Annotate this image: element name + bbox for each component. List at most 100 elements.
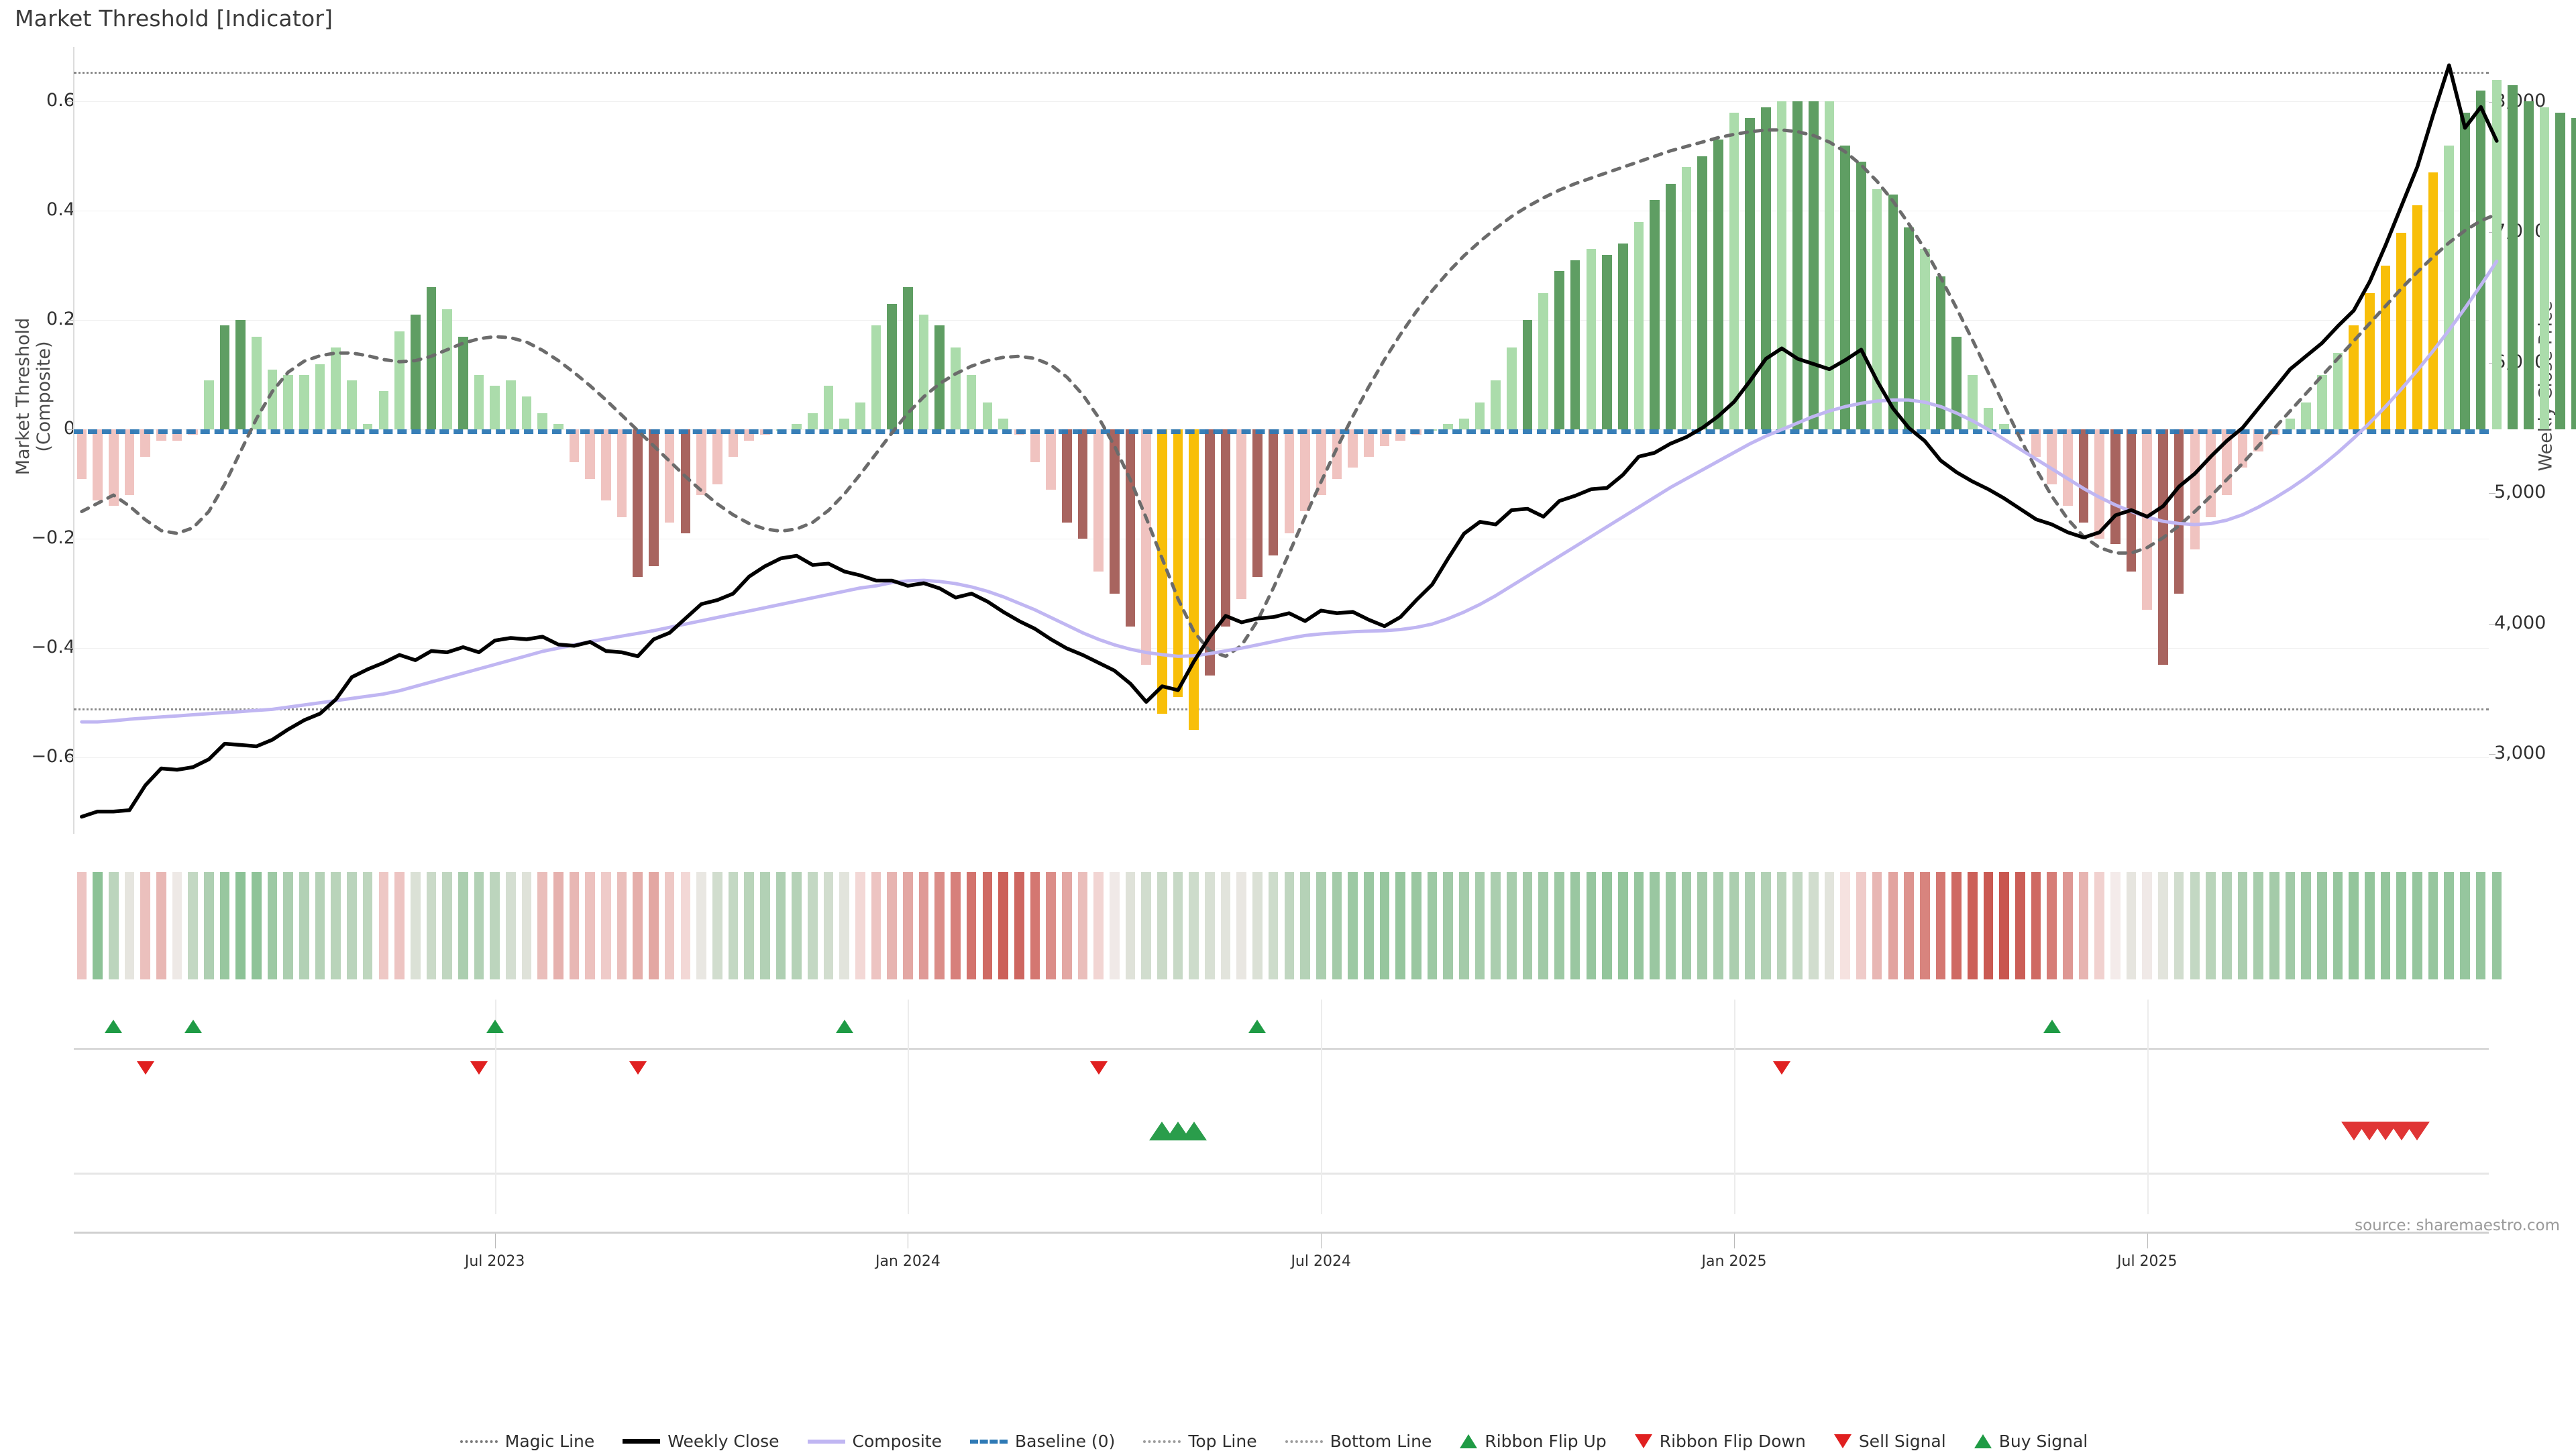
bar bbox=[2206, 429, 2216, 517]
ribbon-cell bbox=[2015, 872, 2025, 979]
y-axis-tick-label-left: −0.4 bbox=[31, 637, 75, 658]
bar bbox=[680, 429, 691, 534]
bar bbox=[1951, 336, 1962, 430]
bar bbox=[1300, 429, 1310, 512]
ribbon-cell bbox=[1077, 872, 1088, 979]
bar bbox=[1650, 200, 1660, 430]
ribbon-flip-down-marker bbox=[629, 1061, 647, 1075]
bar bbox=[2508, 85, 2518, 430]
bar bbox=[649, 429, 659, 566]
bar bbox=[490, 386, 500, 430]
ribbon-flip-down-marker bbox=[1089, 1061, 1108, 1075]
y-axis-tick-label-left: −0.6 bbox=[31, 746, 75, 767]
bar bbox=[1459, 418, 1469, 430]
ribbon-cell bbox=[1919, 872, 1930, 979]
ribbon-cell bbox=[998, 872, 1008, 979]
bar bbox=[807, 413, 818, 430]
bar bbox=[1761, 107, 1771, 430]
bottom-line-reference bbox=[74, 708, 2489, 710]
ribbon-cell bbox=[1093, 872, 1104, 979]
ribbon-flip-up-marker bbox=[2043, 1020, 2061, 1033]
ribbon-cell bbox=[1125, 872, 1136, 979]
ribbon-cell bbox=[887, 872, 898, 979]
bar bbox=[903, 287, 913, 430]
y-axis-tick-label-right: 3,000 bbox=[2494, 743, 2546, 764]
bar bbox=[1109, 429, 1120, 594]
bar bbox=[2253, 429, 2263, 451]
bar bbox=[1077, 429, 1088, 539]
ribbon-cell bbox=[1109, 872, 1120, 979]
x-axis-spine bbox=[74, 1232, 2489, 1234]
ribbon-cell bbox=[188, 872, 198, 979]
ribbon-cell bbox=[871, 872, 881, 979]
bar bbox=[2332, 353, 2343, 430]
gridline-horizontal bbox=[74, 757, 2489, 759]
ribbon-cell bbox=[1348, 872, 1358, 979]
bar bbox=[362, 424, 373, 430]
bar bbox=[2174, 429, 2184, 594]
ribbon-cell bbox=[1474, 872, 1485, 979]
bar bbox=[108, 429, 119, 506]
ribbon-cell bbox=[442, 872, 452, 979]
legend-item: Ribbon Flip Down bbox=[1634, 1432, 1806, 1451]
bar bbox=[1030, 429, 1040, 463]
bar bbox=[1570, 260, 1580, 430]
ribbon-cell bbox=[728, 872, 739, 979]
bar bbox=[2142, 429, 2153, 610]
bar bbox=[2285, 418, 2296, 430]
bar bbox=[1935, 276, 1946, 430]
legend-label: Ribbon Flip Up bbox=[1485, 1432, 1607, 1451]
ribbon-cell bbox=[807, 872, 818, 979]
bar bbox=[1697, 156, 1707, 430]
y-tick-mark-right bbox=[2489, 623, 2496, 625]
bar bbox=[2555, 112, 2565, 430]
ribbon-cell bbox=[1761, 872, 1771, 979]
bar bbox=[998, 418, 1008, 430]
bar bbox=[252, 336, 262, 430]
legend-item: Weekly Close bbox=[623, 1432, 780, 1451]
bar bbox=[2523, 101, 2534, 430]
bar bbox=[1983, 407, 1994, 430]
ribbon-cell bbox=[93, 872, 103, 979]
bar bbox=[1538, 292, 1549, 430]
bar bbox=[1872, 189, 1882, 430]
bar bbox=[1633, 221, 1644, 430]
bar bbox=[601, 429, 611, 501]
ribbon-cell bbox=[1173, 872, 1183, 979]
ribbon-cell bbox=[2078, 872, 2089, 979]
marker-panel-gridline bbox=[1734, 1000, 1735, 1214]
ribbon-cell bbox=[156, 872, 166, 979]
x-tick-mark bbox=[1734, 1234, 1735, 1248]
ribbon-cell bbox=[951, 872, 961, 979]
y-axis-tick-label-left: 0.6 bbox=[46, 90, 75, 111]
ribbon-cell bbox=[1443, 872, 1453, 979]
ribbon-cell bbox=[1284, 872, 1295, 979]
ribbon-cell bbox=[1046, 872, 1056, 979]
bar bbox=[331, 347, 341, 430]
ribbon-cell bbox=[823, 872, 834, 979]
bar bbox=[474, 374, 484, 430]
legend-item: Bottom Line bbox=[1285, 1432, 1432, 1451]
ribbon-cell bbox=[792, 872, 802, 979]
y-axis-tick-label-right: 5,000 bbox=[2494, 482, 2546, 503]
ribbon-cell bbox=[2332, 872, 2343, 979]
ribbon-cell bbox=[1554, 872, 1564, 979]
legend-item: Top Line bbox=[1143, 1432, 1257, 1451]
ribbon-cell bbox=[1411, 872, 1421, 979]
ribbon-cell bbox=[1507, 872, 1517, 979]
ribbon-cell bbox=[219, 872, 230, 979]
bar-highlight bbox=[2428, 172, 2438, 430]
ribbon-cell bbox=[2221, 872, 2232, 979]
ribbon-cell bbox=[759, 872, 770, 979]
bar bbox=[1745, 117, 1755, 430]
ribbon-cell bbox=[1363, 872, 1374, 979]
ribbon-cell bbox=[2206, 872, 2216, 979]
line-swatch-icon bbox=[969, 1439, 1008, 1444]
ribbon-cell bbox=[2094, 872, 2105, 979]
ribbon-cell bbox=[1872, 872, 1882, 979]
ribbon-cell bbox=[1300, 872, 1310, 979]
ribbon-cell bbox=[410, 872, 421, 979]
ribbon-cell bbox=[2126, 872, 2137, 979]
ribbon-cell bbox=[1030, 872, 1040, 979]
bar bbox=[1665, 183, 1676, 430]
